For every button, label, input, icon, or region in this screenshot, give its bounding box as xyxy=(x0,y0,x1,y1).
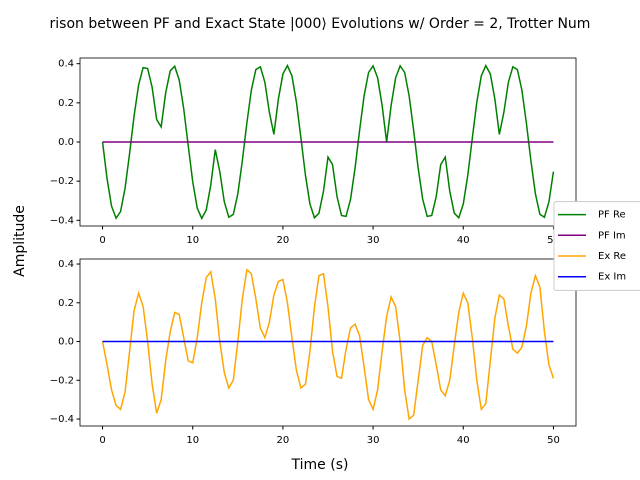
x-tick-label: 30 xyxy=(367,235,380,246)
y-tick-label: −0.4 xyxy=(50,414,74,425)
y-tick-label: −0.2 xyxy=(50,375,74,386)
x-tick-label: 20 xyxy=(277,435,290,446)
y-tick-label: 0.4 xyxy=(58,259,74,270)
x-axis-label: Time (s) xyxy=(291,457,349,473)
legend-label: PF Re xyxy=(598,210,626,221)
axes-frame xyxy=(79,57,577,227)
x-tick-label: 50 xyxy=(547,235,560,246)
y-tick-label: 0.0 xyxy=(58,337,74,348)
axes-frame xyxy=(79,258,577,427)
y-tick-label: 0.4 xyxy=(58,59,74,70)
x-tick-label: 0 xyxy=(99,235,105,246)
x-tick-label: 40 xyxy=(457,235,470,246)
x-tick-label: 10 xyxy=(186,235,199,246)
y-tick-label: 0.2 xyxy=(58,98,74,109)
y-tick-label: −0.4 xyxy=(50,215,74,226)
x-tick-label: 50 xyxy=(547,435,560,446)
legend-frame xyxy=(553,201,640,291)
x-tick-label: 30 xyxy=(367,435,380,446)
series-line xyxy=(101,63,555,221)
legend-label: Ex Im xyxy=(598,272,626,283)
y-tick-label: 0.2 xyxy=(58,298,74,309)
y-tick-label: 0.0 xyxy=(58,137,74,148)
x-tick-label: 0 xyxy=(99,435,105,446)
legend: PF Re PF Im Ex Re Ex Im xyxy=(553,201,640,291)
y-tick-label: −0.2 xyxy=(50,176,74,187)
legend-label: Ex Re xyxy=(598,251,626,262)
x-tick-label: 40 xyxy=(457,435,470,446)
figure-title: rison between PF and Exact State |000⟩ E… xyxy=(50,16,591,32)
legend-label: PF Im xyxy=(598,230,626,241)
series-line xyxy=(101,268,555,421)
y-axis-label: Amplitude xyxy=(12,205,28,277)
x-tick-label: 10 xyxy=(186,435,199,446)
x-tick-label: 20 xyxy=(277,235,290,246)
